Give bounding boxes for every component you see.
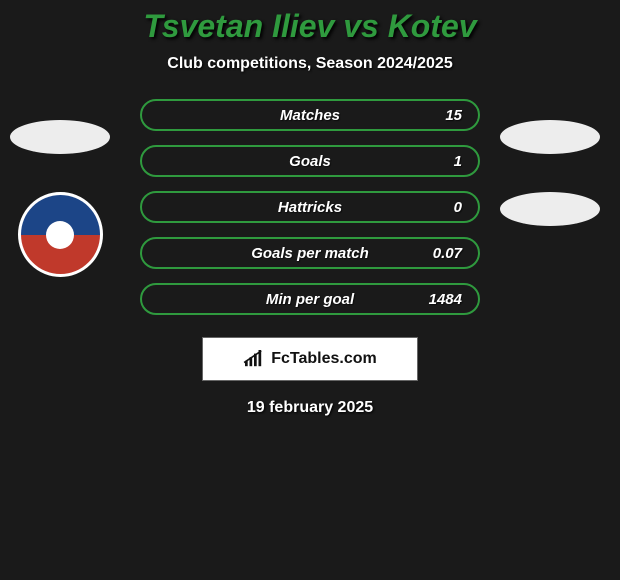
subtitle: Club competitions, Season 2024/2025: [167, 55, 452, 73]
page-title: Tsvetan Iliev vs Kotev: [143, 8, 476, 45]
stat-value-right: 1484: [429, 291, 462, 308]
stat-label: Min per goal: [266, 291, 354, 308]
club-badge: [18, 192, 103, 277]
stat-value-right: 1: [454, 153, 462, 170]
brand-text: FcTables.com: [271, 350, 377, 368]
brand-badge[interactable]: FcTables.com: [202, 337, 418, 381]
stat-label: Goals per match: [251, 245, 369, 262]
stat-row: Goals 1: [140, 145, 480, 177]
player-right-badges: [500, 120, 600, 226]
stat-label: Matches: [280, 107, 340, 124]
stat-row: Goals per match 0.07: [140, 237, 480, 269]
stat-value-right: 15: [445, 107, 462, 124]
stat-label: Goals: [289, 153, 331, 170]
stat-label: Hattricks: [278, 199, 342, 216]
club-oval-placeholder: [10, 120, 110, 154]
club-oval-placeholder: [500, 192, 600, 226]
club-oval-placeholder: [500, 120, 600, 154]
bar-chart-icon: [243, 350, 265, 368]
stat-row: Matches 15: [140, 99, 480, 131]
stats-table: Matches 15 Goals 1 Hattricks 0 Goals per match…: [140, 99, 480, 315]
player-left-badges: [10, 120, 110, 277]
stat-value-right: 0.07: [433, 245, 462, 262]
date: 19 february 2025: [247, 399, 373, 417]
stat-value-right: 0: [454, 199, 462, 216]
stat-row: Hattricks 0: [140, 191, 480, 223]
stat-row: Min per goal 1484: [140, 283, 480, 315]
